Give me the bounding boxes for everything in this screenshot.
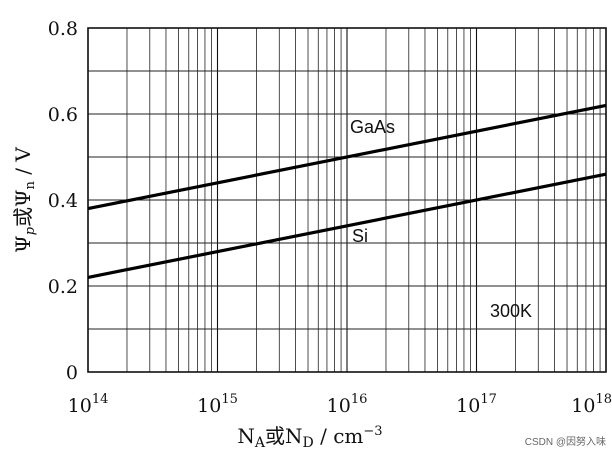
series-line-gaas: [87, 103, 607, 211]
plot-frame: [87, 27, 607, 373]
x-tick-label: 1017: [456, 392, 497, 417]
series-line-si: [87, 172, 607, 279]
temperature-annotation: 300K: [490, 301, 532, 321]
x-tick-label: 1018: [571, 392, 612, 417]
y-axis-label: Ψp或Ψn / V: [11, 147, 38, 253]
y-tick-label: 0.8: [48, 18, 78, 40]
x-tick-label: 1015: [197, 392, 238, 417]
x-tick-labels: 1014 1015 1016 1017 1018: [68, 392, 612, 417]
y-tick-label: 0.2: [48, 276, 78, 298]
series: GaAs Si: [87, 103, 607, 279]
y-tick-label: 0.4: [48, 190, 78, 212]
x-tick-label: 1016: [327, 392, 368, 417]
y-tick-label: 0: [66, 362, 78, 384]
watermark: CSDN @因努入味: [525, 435, 606, 448]
grid: [87, 28, 607, 372]
y-tick-label: 0.6: [48, 104, 78, 126]
y-tick-labels: 0 0.2 0.4 0.6 0.8: [48, 18, 78, 384]
series-label-si: Si: [352, 226, 368, 246]
x-axis-label: NA或ND / cm−3: [237, 424, 382, 451]
x-tick-label: 1014: [68, 392, 109, 417]
series-label-gaas: GaAs: [350, 117, 395, 137]
